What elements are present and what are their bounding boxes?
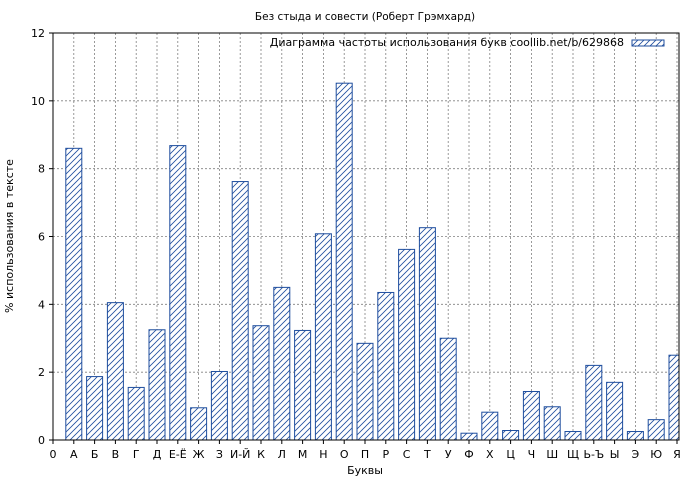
bar xyxy=(335,82,353,441)
x-tick-label: Ю xyxy=(650,448,662,461)
x-tick-label: Т xyxy=(423,448,431,461)
bar xyxy=(522,390,540,441)
y-tick-label: 6 xyxy=(38,231,45,244)
legend-label: Диаграмма частоты использования букв coo… xyxy=(270,36,624,49)
bar xyxy=(356,342,374,441)
x-tick-label: З xyxy=(216,448,223,461)
bar xyxy=(190,407,208,441)
y-tick-label: 2 xyxy=(38,366,45,379)
x-tick-label: Х xyxy=(486,448,494,461)
x-tick-label: Ц xyxy=(506,448,515,461)
grid xyxy=(53,33,679,440)
bar xyxy=(626,431,644,441)
bar xyxy=(543,406,561,441)
bar xyxy=(252,325,270,441)
bar xyxy=(418,227,436,441)
x-tick-label: 0 xyxy=(50,448,57,461)
bar xyxy=(439,337,457,441)
bar xyxy=(294,329,312,441)
bar xyxy=(564,431,582,441)
bar xyxy=(502,430,520,441)
x-tick-label: Г xyxy=(133,448,140,461)
x-tick-label: Ф xyxy=(464,448,473,461)
bar xyxy=(647,419,665,441)
x-tick-label: Щ xyxy=(567,448,579,461)
x-tick-label: М xyxy=(298,448,308,461)
legend: Диаграмма частоты использования букв coo… xyxy=(270,36,665,49)
bar xyxy=(106,302,124,441)
bar xyxy=(148,329,166,441)
bar xyxy=(86,376,104,441)
bar xyxy=(398,248,416,441)
bar xyxy=(481,411,499,441)
x-axis-label: Буквы xyxy=(347,464,383,477)
y-tick-label: 8 xyxy=(38,163,45,176)
bar xyxy=(210,370,228,441)
bar xyxy=(273,286,291,441)
bar xyxy=(606,381,624,441)
x-tick-label: У xyxy=(445,448,452,461)
x-tick-label: Ч xyxy=(528,448,536,461)
x-tick-label: С xyxy=(403,448,411,461)
bar xyxy=(314,233,332,441)
x-tick-label: Р xyxy=(382,448,389,461)
y-tick-label: 0 xyxy=(38,434,45,447)
x-tick-label: Д xyxy=(153,448,162,461)
x-tick-label: Ш xyxy=(546,448,558,461)
x-tick-label: Я xyxy=(673,448,681,461)
chart-title: Без стыда и совести (Роберт Грэмхард) xyxy=(255,11,475,23)
y-tick-label: 10 xyxy=(31,95,45,108)
bar xyxy=(169,145,187,441)
y-tick-label: 4 xyxy=(38,298,45,311)
x-tick-label: Э xyxy=(632,448,640,461)
bar xyxy=(668,354,680,441)
x-tick-label: Б xyxy=(91,448,99,461)
legend-swatch xyxy=(631,39,665,47)
bar xyxy=(460,432,478,441)
bars xyxy=(65,82,680,441)
bar xyxy=(231,181,249,441)
x-tick-label: К xyxy=(257,448,265,461)
x-tick-label: Ы xyxy=(610,448,620,461)
bar xyxy=(65,147,83,441)
bar xyxy=(585,364,603,441)
x-tick-label: Ж xyxy=(193,448,205,461)
x-tick-label: В xyxy=(112,448,120,461)
x-tick-label: Н xyxy=(319,448,327,461)
x-tick-label: Л xyxy=(278,448,286,461)
x-tick-label: О xyxy=(340,448,349,461)
x-tick-label: Е-Ё xyxy=(169,448,187,461)
x-axis: 0 А Б В Г Д Е-Ё Ж З И-Й К Л М Н О П Р С Т У Ф Х Ц Ч Ш Щ Ь-Ъ Ы Э Ю Я xyxy=(50,440,681,461)
y-axis: 0 2 4 6 8 10 12 xyxy=(31,27,53,447)
y-axis-label: % использования в тексте xyxy=(3,159,16,313)
bar xyxy=(127,386,145,441)
x-tick-label: И-Й xyxy=(230,448,250,461)
x-tick-label: А xyxy=(70,448,78,461)
y-tick-label: 12 xyxy=(31,27,45,40)
bar xyxy=(377,291,395,441)
x-tick-label: П xyxy=(361,448,369,461)
x-tick-label: Ь-Ъ xyxy=(583,448,604,461)
